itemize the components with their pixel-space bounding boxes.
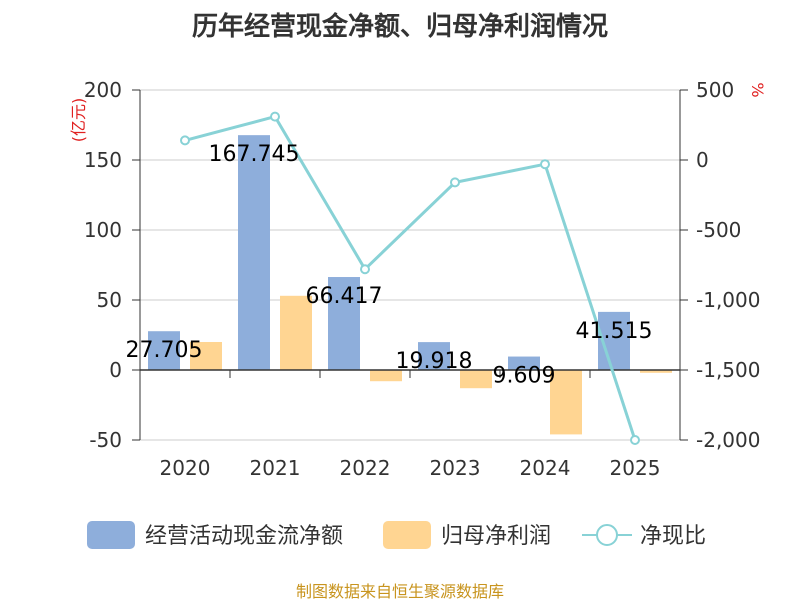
bar-operating-cashflow (148, 331, 180, 370)
x-tick-label: 2022 (340, 456, 391, 480)
ratio-point (540, 159, 550, 170)
x-tick-label: 2024 (520, 456, 571, 480)
bar-operating-cashflow (328, 277, 360, 370)
y-left-tick-label: 0 (109, 358, 122, 382)
y-right-tick-label: 0 (696, 148, 709, 172)
ratio-point (630, 435, 640, 445)
x-tick-label: 2020 (160, 456, 211, 480)
bar-operating-cashflow (508, 356, 540, 370)
data-label-operating-cashflow: 66.417 (306, 284, 383, 309)
ratio-point (450, 177, 460, 188)
ratio-point (180, 135, 190, 146)
bar-net-profit (460, 370, 492, 389)
legend-label-operating-cashflow: 经营活动现金流净额 (145, 524, 343, 549)
x-tick-label: 2021 (250, 456, 301, 480)
ratio-point (270, 111, 280, 122)
ratio-line (180, 111, 640, 445)
source-note: 制图数据来自恒生聚源数据库 (295, 582, 504, 601)
legend-swatch-ratio-marker (596, 524, 618, 546)
bars (148, 135, 672, 435)
y-right-tick-label: -1,500 (696, 358, 760, 382)
bar-net-profit (370, 370, 402, 382)
x-tick-label: 2025 (610, 456, 661, 480)
y-right-tick-label: -2,000 (696, 428, 760, 452)
bar-operating-cashflow (418, 342, 450, 370)
chart-title: 历年经营现金净额、归母净利润情况 (191, 12, 608, 42)
x-tick-label: 2023 (430, 456, 481, 480)
axes: 200150100500-505000-500-1,000-1,500-2,00… (69, 78, 767, 480)
legend-label-net-profit: 归母净利润 (441, 524, 551, 549)
data-label-operating-cashflow: 9.609 (493, 364, 556, 389)
bar-operating-cashflow (238, 135, 270, 370)
bar-net-profit (640, 370, 672, 373)
bar-net-profit (550, 370, 582, 435)
y-right-tick-label: -500 (696, 218, 741, 242)
bar-net-profit (280, 295, 312, 370)
y-left-tick-label: 150 (84, 148, 122, 172)
y-left-tick-label: 50 (97, 288, 122, 312)
y-right-unit: % (748, 82, 767, 97)
legend: 经营活动现金流净额 归母净利润 净现比 (87, 521, 706, 549)
legend-label-ratio: 净现比 (640, 524, 706, 549)
legend-swatch-operating-cashflow (87, 521, 135, 549)
data-label-operating-cashflow: 167.745 (209, 142, 300, 167)
y-left-tick-label: 100 (84, 218, 122, 242)
y-right-tick-label: -1,000 (696, 288, 760, 312)
legend-swatch-net-profit (383, 521, 431, 549)
y-left-tick-label: -50 (89, 428, 122, 452)
bar-net-profit (190, 342, 222, 370)
data-labels: 27.705 167.745 66.417 19.918 9.609 41.515 (126, 142, 653, 388)
data-label-operating-cashflow: 41.515 (576, 319, 653, 344)
ratio-polyline (184, 115, 637, 441)
data-label-operating-cashflow: 27.705 (126, 338, 203, 363)
data-label-operating-cashflow: 19.918 (396, 349, 473, 374)
y-left-tick-label: 200 (84, 78, 122, 102)
y-left-unit: (亿元) (69, 98, 88, 143)
ratio-point (360, 264, 370, 275)
y-right-tick-label: 500 (696, 78, 734, 102)
gridlines (140, 89, 680, 441)
